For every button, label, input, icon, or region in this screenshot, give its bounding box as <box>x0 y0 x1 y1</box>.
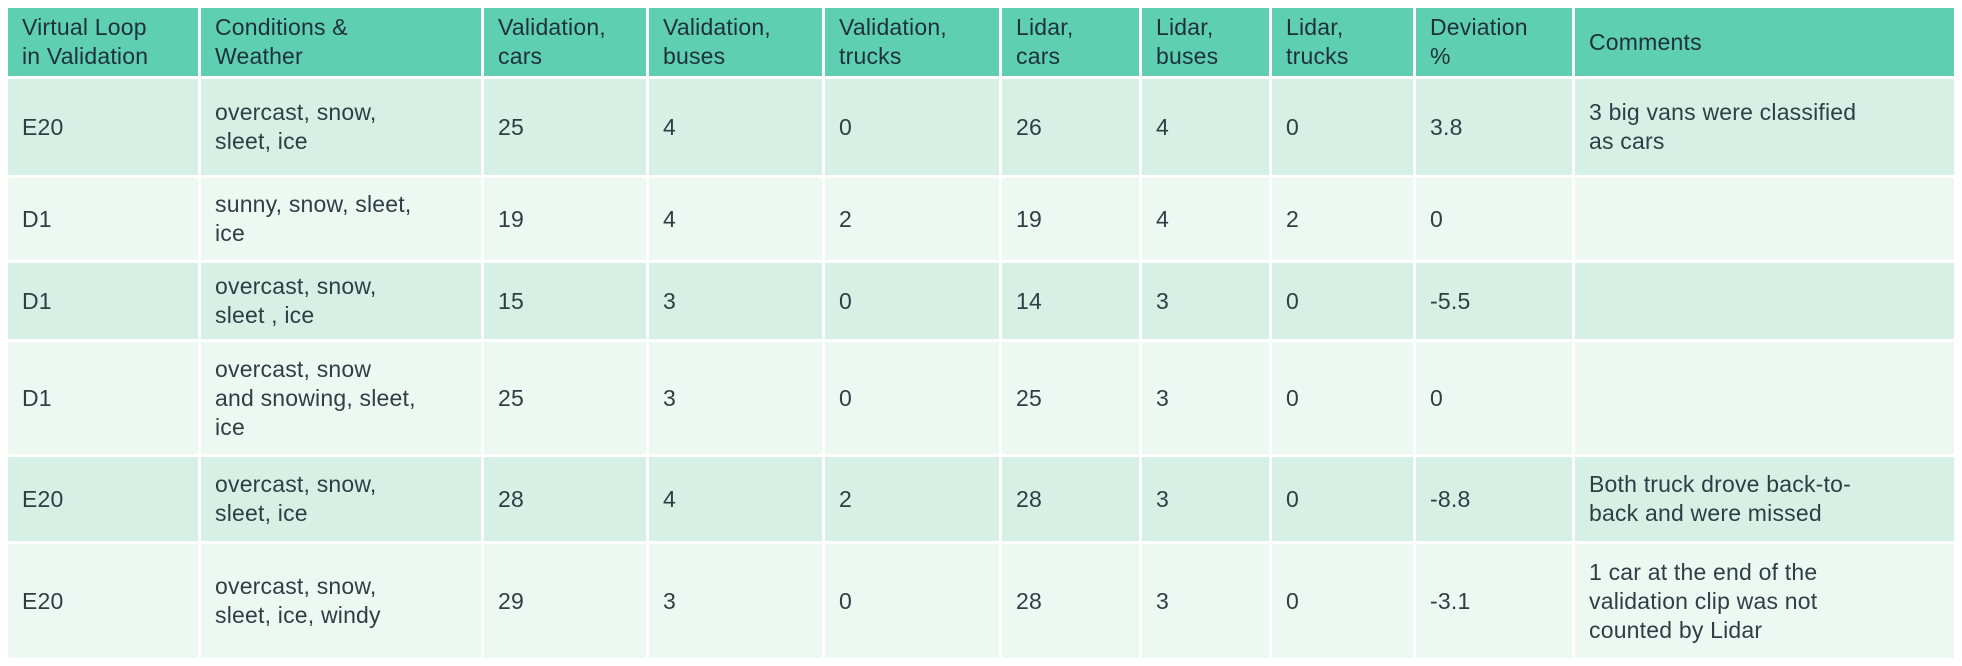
header-validation-cars: Validation, cars <box>484 8 646 76</box>
cell-validation-cars: 28 <box>484 457 646 541</box>
cell-comments: Both truck drove back-to- back and were … <box>1575 457 1954 541</box>
cell-deviation: -8.8 <box>1416 457 1572 541</box>
header-validation-trucks: Validation, trucks <box>825 8 999 76</box>
cell-lidar-cars: 25 <box>1002 342 1139 454</box>
cell-validation-cars: 25 <box>484 79 646 175</box>
header-virtual-loop: Virtual Loop in Validation <box>8 8 198 76</box>
cell-loop: D1 <box>8 263 198 339</box>
cell-lidar-cars: 28 <box>1002 457 1139 541</box>
cell-comments: 3 big vans were classified as cars <box>1575 79 1954 175</box>
cell-lidar-trucks: 0 <box>1272 544 1413 658</box>
cell-validation-buses: 4 <box>649 178 822 260</box>
cell-lidar-buses: 3 <box>1142 544 1269 658</box>
cell-comments: 1 car at the end of the validation clip … <box>1575 544 1954 658</box>
cell-lidar-cars: 28 <box>1002 544 1139 658</box>
cell-conditions: overcast, snow, sleet, ice <box>201 457 481 541</box>
cell-validation-trucks: 0 <box>825 342 999 454</box>
cell-validation-cars: 25 <box>484 342 646 454</box>
cell-validation-trucks: 2 <box>825 178 999 260</box>
cell-lidar-buses: 4 <box>1142 79 1269 175</box>
cell-deviation: -5.5 <box>1416 263 1572 339</box>
header-validation-buses: Validation, buses <box>649 8 822 76</box>
cell-loop: E20 <box>8 544 198 658</box>
cell-validation-cars: 29 <box>484 544 646 658</box>
cell-lidar-cars: 26 <box>1002 79 1139 175</box>
cell-conditions: overcast, snow, sleet, ice <box>201 79 481 175</box>
cell-comments <box>1575 342 1954 454</box>
cell-validation-buses: 4 <box>649 457 822 541</box>
cell-validation-trucks: 2 <box>825 457 999 541</box>
header-lidar-cars: Lidar, cars <box>1002 8 1139 76</box>
header-lidar-trucks: Lidar, trucks <box>1272 8 1413 76</box>
cell-lidar-buses: 3 <box>1142 263 1269 339</box>
cell-conditions: sunny, snow, sleet, ice <box>201 178 481 260</box>
cell-loop: D1 <box>8 342 198 454</box>
cell-validation-cars: 19 <box>484 178 646 260</box>
cell-validation-trucks: 0 <box>825 79 999 175</box>
cell-lidar-buses: 4 <box>1142 178 1269 260</box>
cell-validation-buses: 4 <box>649 79 822 175</box>
cell-comments <box>1575 263 1954 339</box>
cell-validation-trucks: 0 <box>825 544 999 658</box>
lidar-validation-results-table: Virtual Loop in Validation Conditions & … <box>8 8 1954 658</box>
header-deviation-percent: Deviation % <box>1416 8 1572 76</box>
cell-validation-buses: 3 <box>649 342 822 454</box>
cell-deviation: -3.1 <box>1416 544 1572 658</box>
cell-comments <box>1575 178 1954 260</box>
cell-lidar-trucks: 0 <box>1272 457 1413 541</box>
cell-loop: D1 <box>8 178 198 260</box>
cell-deviation: 0 <box>1416 178 1572 260</box>
cell-lidar-cars: 14 <box>1002 263 1139 339</box>
cell-lidar-trucks: 2 <box>1272 178 1413 260</box>
cell-loop: E20 <box>8 457 198 541</box>
cell-validation-cars: 15 <box>484 263 646 339</box>
cell-lidar-buses: 3 <box>1142 342 1269 454</box>
cell-deviation: 0 <box>1416 342 1572 454</box>
cell-validation-buses: 3 <box>649 263 822 339</box>
cell-lidar-trucks: 0 <box>1272 342 1413 454</box>
cell-conditions: overcast, snow, sleet , ice <box>201 263 481 339</box>
cell-conditions: overcast, snow, sleet, ice, windy <box>201 544 481 658</box>
header-conditions-weather: Conditions & Weather <box>201 8 481 76</box>
cell-validation-trucks: 0 <box>825 263 999 339</box>
cell-lidar-cars: 19 <box>1002 178 1139 260</box>
cell-deviation: 3.8 <box>1416 79 1572 175</box>
cell-validation-buses: 3 <box>649 544 822 658</box>
cell-lidar-trucks: 0 <box>1272 79 1413 175</box>
cell-loop: E20 <box>8 79 198 175</box>
header-comments: Comments <box>1575 8 1954 76</box>
header-lidar-buses: Lidar, buses <box>1142 8 1269 76</box>
cell-conditions: overcast, snow and snowing, sleet, ice <box>201 342 481 454</box>
cell-lidar-buses: 3 <box>1142 457 1269 541</box>
cell-lidar-trucks: 0 <box>1272 263 1413 339</box>
